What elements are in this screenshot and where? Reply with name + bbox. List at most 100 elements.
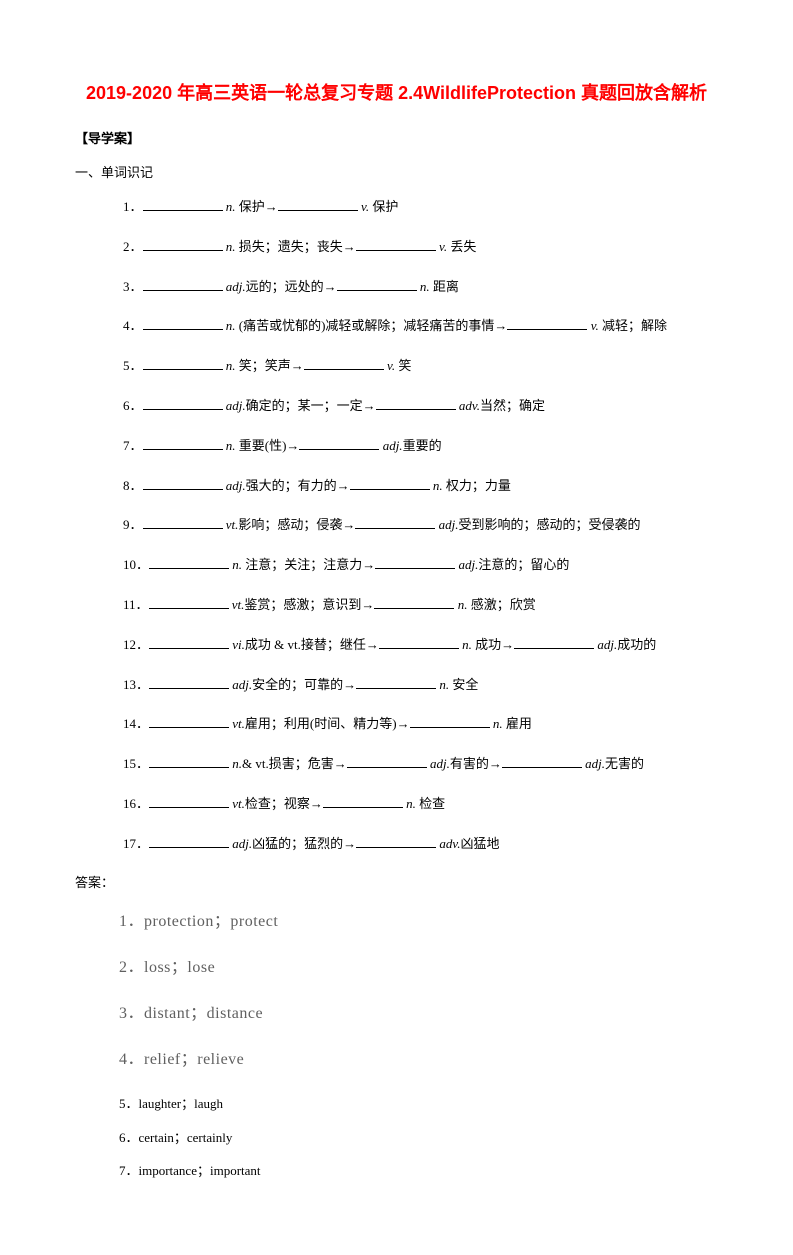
item-part: n. 损失；遗失；丧失→ xyxy=(226,239,356,254)
item-part: n. 重要(性)→ xyxy=(226,438,300,453)
vocab-item: 1． n. 保护→ v. 保护 xyxy=(123,196,718,218)
item-part: n. 权力；力量 xyxy=(433,478,511,493)
item-part: adv.凶猛地 xyxy=(439,836,499,851)
vocab-item: 16． vt.检查；视察→ n. 检查 xyxy=(123,793,718,815)
item-part: adj.强大的；有力的→ xyxy=(226,478,350,493)
vocab-item: 15． n.& vt.损害；危害→ adj.有害的→ adj.无害的 xyxy=(123,753,718,775)
item-number: 5． xyxy=(123,358,143,373)
blank xyxy=(149,554,229,569)
item-part: adv.当然；确定 xyxy=(459,398,545,413)
vocab-item: 14． vt.雇用；利用(时间、精力等)→ n. 雇用 xyxy=(123,713,718,735)
blank xyxy=(375,554,455,569)
item-part: vt.鉴赏；感激；意识到→ xyxy=(232,597,375,612)
item-number: 12． xyxy=(123,637,149,652)
item-part: v. 减轻；解除 xyxy=(591,318,667,333)
blank xyxy=(149,674,229,689)
item-part: n. (痛苦或忧郁的)减轻或解除；减轻痛苦的事情→ xyxy=(226,318,508,333)
item-number: 1． xyxy=(123,199,143,214)
blank xyxy=(143,355,223,370)
answer-item: 5．laughter；laugh xyxy=(119,1094,718,1114)
blank xyxy=(149,713,229,728)
blank xyxy=(143,315,223,330)
item-part: adj.成功的 xyxy=(597,637,656,652)
item-part: n. 距离 xyxy=(420,279,459,294)
vocab-item: 4． n. (痛苦或忧郁的)减轻或解除；减轻痛苦的事情→ v. 减轻；解除 xyxy=(123,315,718,337)
item-number: 16． xyxy=(123,796,149,811)
blank xyxy=(350,475,430,490)
item-part: adj.注意的；留心的 xyxy=(459,557,570,572)
item-number: 9． xyxy=(123,517,143,532)
blank xyxy=(502,753,582,768)
item-part: n. 雇用 xyxy=(493,716,532,731)
vocab-item: 6． adj.确定的；某一；一定→ adv.当然；确定 xyxy=(123,395,718,417)
item-part: vi.成功 & vt.接替；继任→ xyxy=(232,637,379,652)
item-number: 6． xyxy=(123,398,143,413)
blank xyxy=(379,634,459,649)
blank xyxy=(376,395,456,410)
blank xyxy=(299,435,379,450)
item-part: adj.重要的 xyxy=(383,438,442,453)
blank xyxy=(323,793,403,808)
sub-label: 一、单词识记 xyxy=(75,163,718,183)
vocab-item: 17． adj.凶猛的；猛烈的→ adv.凶猛地 xyxy=(123,833,718,855)
blank xyxy=(356,833,436,848)
item-part: n. 感激；欣赏 xyxy=(458,597,536,612)
section-label: 【导学案】 xyxy=(75,129,718,149)
item-part: n. 注意；关注；注意力→ xyxy=(232,557,375,572)
blank xyxy=(143,276,223,291)
blank xyxy=(143,475,223,490)
vocab-item: 13． adj.安全的；可靠的→ n. 安全 xyxy=(123,674,718,696)
blank xyxy=(514,634,594,649)
blank xyxy=(347,753,427,768)
item-number: 15． xyxy=(123,756,149,771)
blank xyxy=(356,236,436,251)
vocab-item: 2． n. 损失；遗失；丧失→ v. 丢失 xyxy=(123,236,718,258)
blank xyxy=(143,196,223,211)
item-part: v. 保护 xyxy=(361,199,398,214)
answer-item: 4．relief；relieve xyxy=(119,1048,718,1072)
item-part: adj.受到影响的；感动的；受侵袭的 xyxy=(439,517,641,532)
item-number: 3． xyxy=(123,279,143,294)
item-part: adj.远的；远处的→ xyxy=(226,279,337,294)
vocab-item: 12． vi.成功 & vt.接替；继任→ n. 成功→ adj.成功的 xyxy=(123,634,718,656)
blank xyxy=(304,355,384,370)
item-part: adj.凶猛的；猛烈的→ xyxy=(232,836,356,851)
blank xyxy=(337,276,417,291)
item-number: 10． xyxy=(123,557,149,572)
item-part: n. 检查 xyxy=(406,796,445,811)
item-number: 2． xyxy=(123,239,143,254)
blank xyxy=(143,236,223,251)
answer-item: 7．importance；important xyxy=(119,1161,718,1181)
item-number: 4． xyxy=(123,318,143,333)
vocab-item: 9． vt.影响；感动；侵袭→ adj.受到影响的；感动的；受侵袭的 xyxy=(123,514,718,536)
item-part: n. 保护→ xyxy=(226,199,278,214)
item-number: 8． xyxy=(123,478,143,493)
vocab-item: 8． adj.强大的；有力的→ n. 权力；力量 xyxy=(123,475,718,497)
vocab-item: 3． adj.远的；远处的→ n. 距离 xyxy=(123,276,718,298)
blank xyxy=(410,713,490,728)
item-part: vt.检查；视察→ xyxy=(232,796,323,811)
vocab-item: 10． n. 注意；关注；注意力→ adj.注意的；留心的 xyxy=(123,554,718,576)
item-part: vt.影响；感动；侵袭→ xyxy=(226,517,356,532)
item-part: v. 笑 xyxy=(387,358,411,373)
blank xyxy=(507,315,587,330)
answer-item: 1．protection；protect xyxy=(119,910,718,934)
item-number: 11． xyxy=(123,597,149,612)
item-part: v. 丢失 xyxy=(439,239,476,254)
item-number: 14． xyxy=(123,716,149,731)
item-part: n.& vt.损害；危害→ xyxy=(232,756,346,771)
blank xyxy=(149,833,229,848)
item-part: adj.安全的；可靠的→ xyxy=(232,677,356,692)
item-part: n. 安全 xyxy=(439,677,478,692)
blank xyxy=(149,753,229,768)
blank xyxy=(356,674,436,689)
item-number: 17． xyxy=(123,836,149,851)
blank xyxy=(149,594,229,609)
blank xyxy=(278,196,358,211)
item-part: n. 成功→ xyxy=(462,637,514,652)
vocab-item: 11． vt.鉴赏；感激；意识到→ n. 感激；欣赏 xyxy=(123,594,718,616)
blank xyxy=(149,634,229,649)
item-part: adj.确定的；某一；一定→ xyxy=(226,398,376,413)
blank xyxy=(143,435,223,450)
answer-item: 2．loss；lose xyxy=(119,956,718,980)
